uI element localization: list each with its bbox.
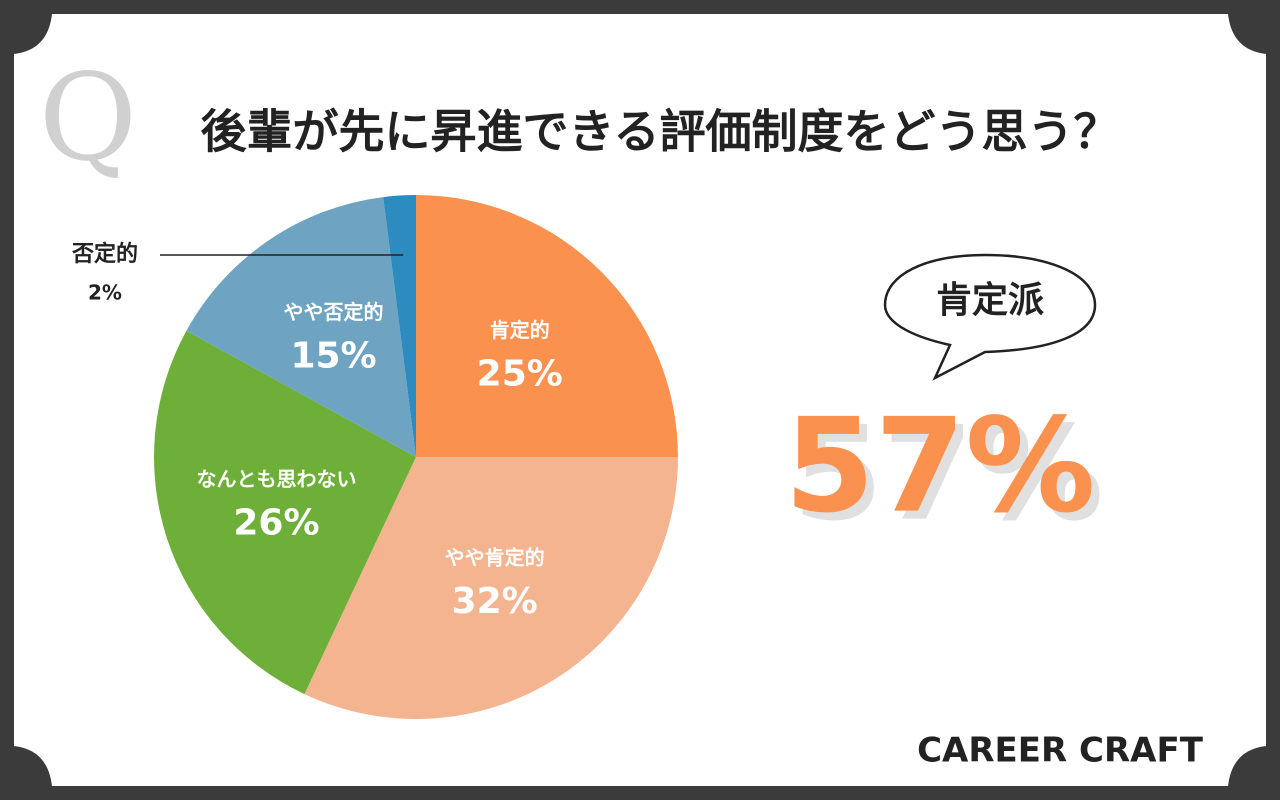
pie-slice <box>153 330 416 695</box>
slice-label: 肯定的 <box>490 318 550 342</box>
pie-slice <box>304 457 678 720</box>
value-label: 15% <box>290 336 376 377</box>
slice-label: やや否定的 <box>284 300 384 324</box>
value-label: 2% <box>88 281 122 305</box>
brand: CAREER CRAFT <box>917 731 1204 771</box>
slice-label: なんとも思わない <box>196 467 356 491</box>
value-label: 25% <box>477 353 563 394</box>
value-label: 32% <box>452 581 538 622</box>
annotation-value: 57% <box>784 390 1095 542</box>
annotation-shadow: 57% <box>792 398 1103 550</box>
pie-slice <box>383 195 416 457</box>
value-label: 26% <box>233 502 319 543</box>
pie-slice <box>186 197 416 457</box>
slice-label: やや肯定的 <box>445 545 545 569</box>
watermark: Q <box>39 49 137 188</box>
annotation-label: 肯定派 <box>936 280 1044 321</box>
chart-title: 後輩が先に昇進できる評価制度をどう思う？ <box>200 105 1119 159</box>
slice-label: 否定的 <box>71 241 138 267</box>
pie-slice <box>416 195 678 457</box>
speech-bubble <box>883 253 1097 381</box>
